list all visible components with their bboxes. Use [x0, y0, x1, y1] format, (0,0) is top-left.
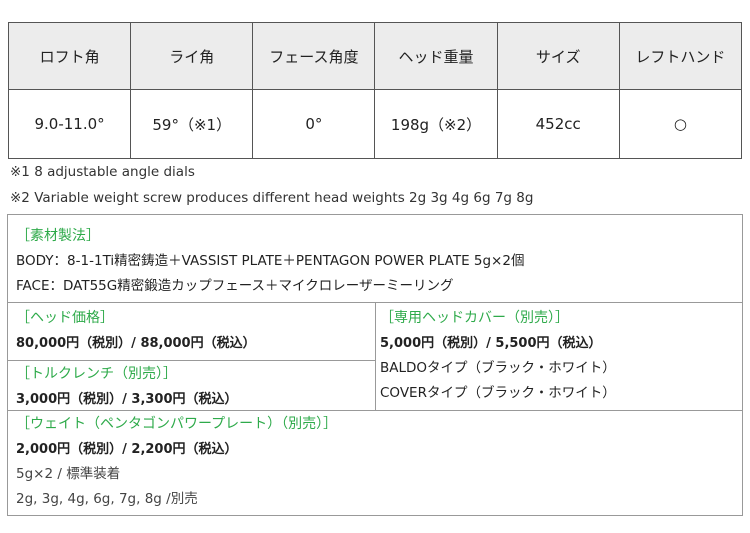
- head-price-title: ［ヘッド価格］: [16, 310, 114, 326]
- torque-wrench-section: ［トルクレンチ（別売）］ 3,000円（税別）/ 3,300円（税込）: [7, 360, 376, 411]
- spec-value-row: 9.0-11.0° 59°（※1） 0° 198g（※2） 452cc ○: [7, 89, 743, 159]
- material-title: ［素材製法］: [16, 228, 100, 244]
- head-cover-type-cover: COVERタイプ（ブラック・ホワイト）: [380, 385, 616, 401]
- value-left-hand: ○: [618, 89, 743, 159]
- value-lie: 59°（※1）: [130, 89, 254, 159]
- header-left-hand: レフトハンド: [618, 22, 743, 90]
- header-head-weight: ヘッド重量: [374, 22, 498, 90]
- head-cover-section: ［専用ヘッドカバー（別売）］ 5,000円（税別）/ 5,500円（税込） BA…: [375, 302, 743, 411]
- head-cover-title: ［専用ヘッドカバー（別売）］: [380, 310, 569, 326]
- header-lie: ライ角: [130, 22, 254, 90]
- head-price-value: 80,000円（税別）/ 88,000円（税込）: [16, 336, 256, 351]
- torque-wrench-price: 3,000円（税別）/ 3,300円（税込）: [16, 392, 238, 407]
- head-price-section: ［ヘッド価格］ 80,000円（税別）/ 88,000円（税込）: [7, 302, 376, 361]
- material-face: FACE：DAT55G精密鍛造カップフェース＋マイクロレーザーミーリング: [16, 278, 454, 294]
- value-head-weight: 198g（※2）: [374, 89, 498, 159]
- material-section: ［素材製法］ BODY：8-1-1Ti精密鋳造＋VASSIST PLATE＋PE…: [7, 214, 743, 303]
- head-cover-price: 5,000円（税別）/ 5,500円（税込）: [380, 336, 602, 351]
- weight-section: ［ウェイト（ペンタゴンパワープレート）（別売）］ 2,000円（税別）/ 2,2…: [7, 410, 743, 516]
- note-1: ※1 8 adjustable angle dials: [10, 164, 195, 180]
- spec-header-row: ロフト角 ライ角 フェース角度 ヘッド重量 サイズ レフトハンド: [7, 22, 743, 90]
- value-size: 452cc: [496, 89, 620, 159]
- value-face-angle: 0°: [252, 89, 376, 159]
- torque-wrench-title: ［トルクレンチ（別売）］: [16, 366, 177, 382]
- weight-optional: 2g, 3g, 4g, 6g, 7g, 8g /別売: [16, 491, 198, 507]
- header-loft: ロフト角: [7, 22, 132, 90]
- header-size: サイズ: [496, 22, 620, 90]
- material-body: BODY：8-1-1Ti精密鋳造＋VASSIST PLATE＋PENTAGON …: [16, 253, 525, 269]
- spec-table: ロフト角 ライ角 フェース角度 ヘッド重量 サイズ レフトハンド 9.0-11.…: [7, 22, 743, 159]
- weight-title: ［ウェイト（ペンタゴンパワープレート）（別売）］: [16, 416, 338, 432]
- head-cover-type-baldo: BALDOタイプ（ブラック・ホワイト）: [380, 360, 616, 376]
- weight-price: 2,000円（税別）/ 2,200円（税込）: [16, 442, 238, 457]
- note-2: ※2 Variable weight screw produces differ…: [10, 190, 534, 206]
- header-face-angle: フェース角度: [252, 22, 376, 90]
- weight-standard: 5g×2 / 標準装着: [16, 466, 121, 482]
- value-loft: 9.0-11.0°: [7, 89, 132, 159]
